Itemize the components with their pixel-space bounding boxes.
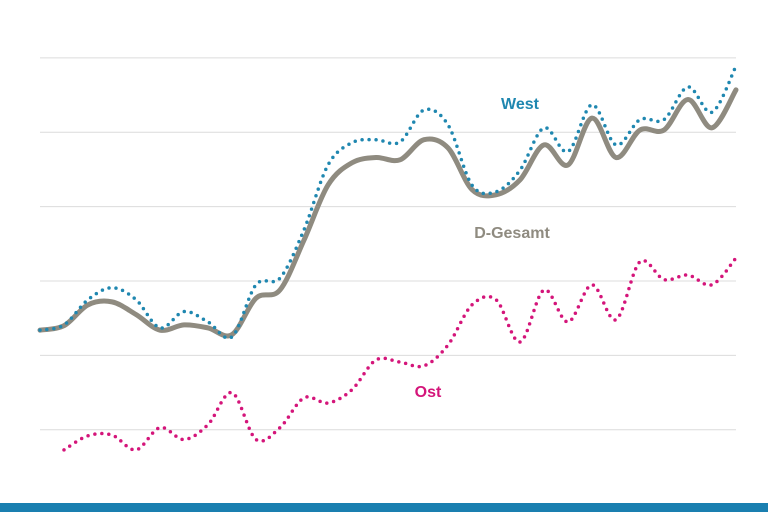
series-label: Ost xyxy=(415,384,442,401)
series-line xyxy=(62,256,738,452)
footer-bar xyxy=(0,503,768,512)
series-label: D-Gesamt xyxy=(474,225,550,242)
series-label: West xyxy=(501,96,540,113)
series-line xyxy=(37,87,739,339)
series-line xyxy=(38,64,738,340)
